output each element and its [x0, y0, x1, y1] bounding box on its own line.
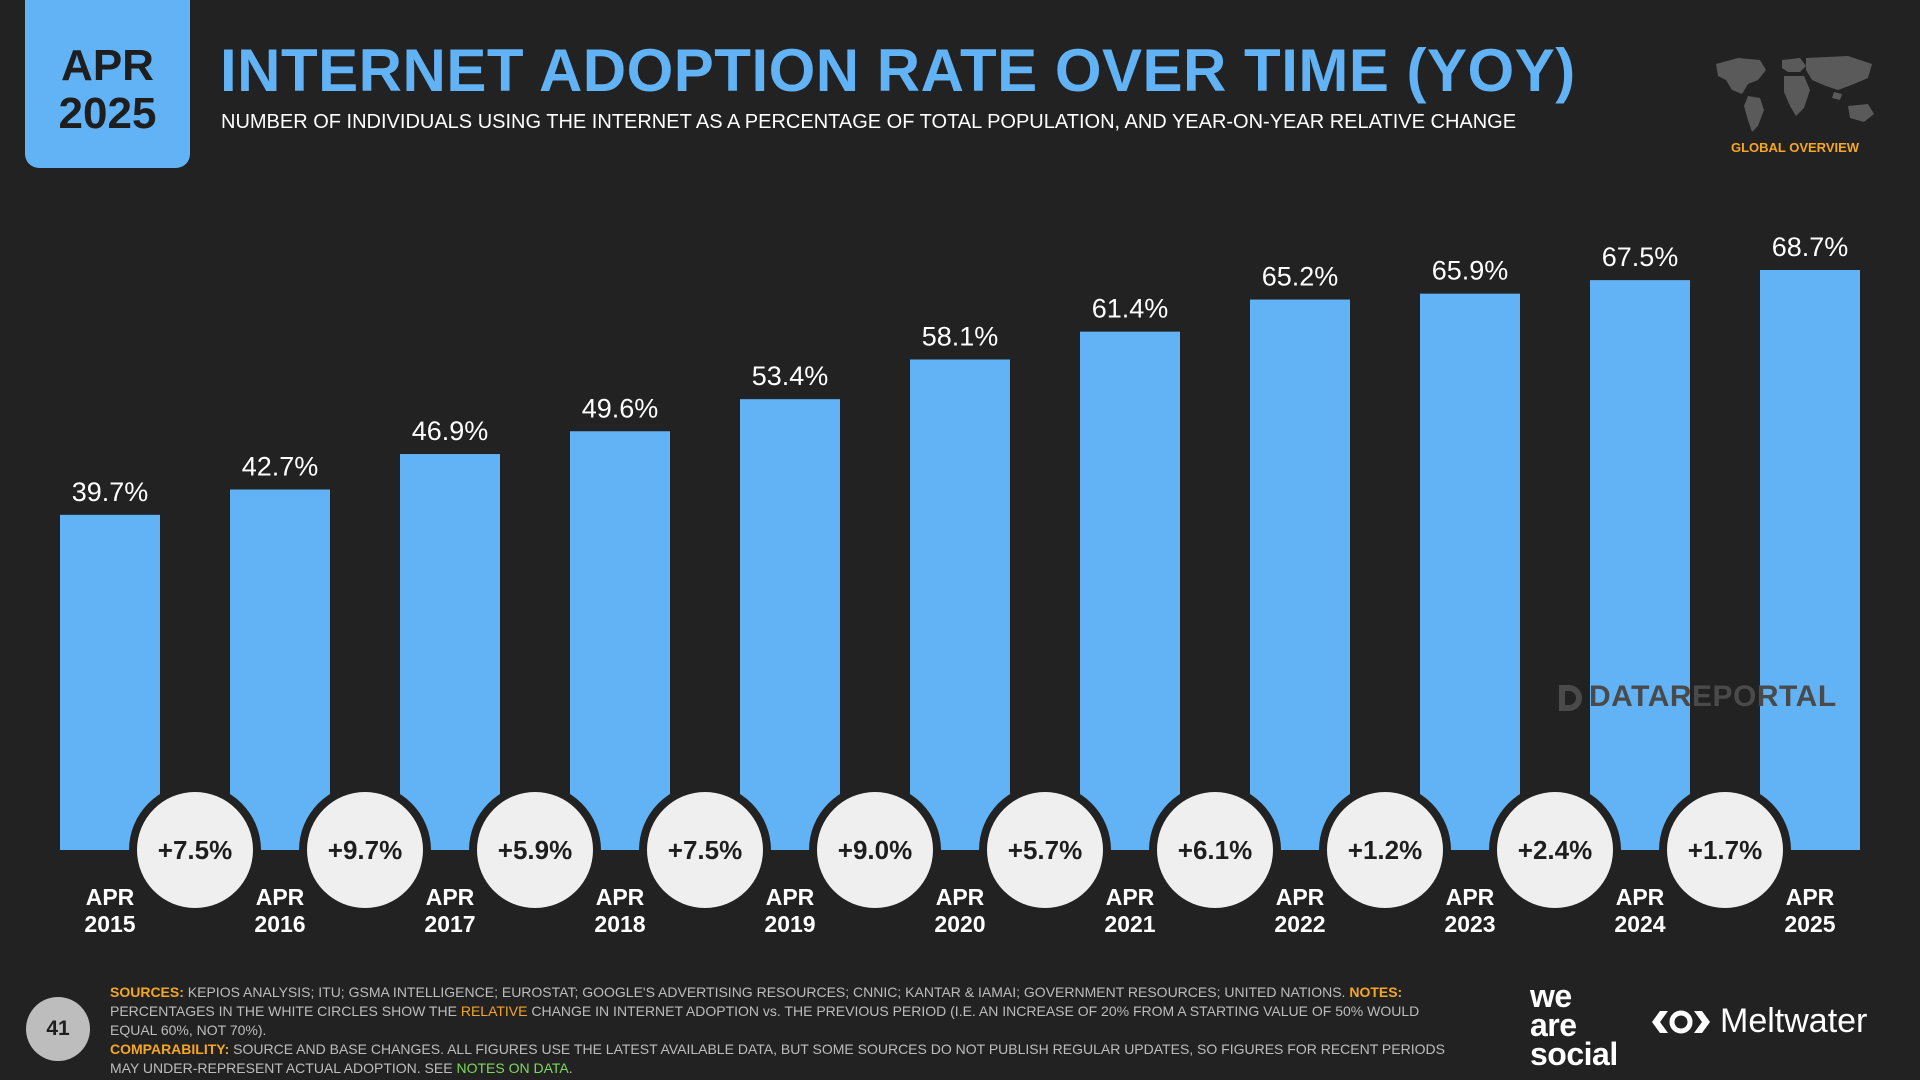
meltwater-logo-icon [1652, 1010, 1710, 1033]
datareportal-logo-icon [1559, 685, 1582, 712]
yoy-circle-5 [817, 792, 933, 908]
bar-8 [1250, 299, 1350, 850]
bar-value-label-8: 65.2% [1262, 262, 1339, 292]
yoy-circle-4 [647, 792, 763, 908]
footnote-notes-text-1: PERCENTAGES IN THE WHITE CIRCLES SHOW TH… [110, 1003, 461, 1019]
x-axis-label-year-1: 2015 [84, 911, 135, 937]
footnote-sources-key: SOURCES: [110, 984, 184, 1000]
yoy-circle-1 [137, 792, 253, 908]
bar-7 [1080, 331, 1180, 851]
bar-5 [740, 399, 840, 850]
yoy-circle-3 [477, 792, 593, 908]
x-axis-label-year-2: 2016 [254, 911, 305, 937]
x-axis-label-year-7: 2021 [1104, 911, 1155, 937]
x-axis-label-year-6: 2020 [934, 911, 985, 937]
yoy-change-label-6: +5.7% [1008, 835, 1082, 865]
world-map-icon [1716, 56, 1874, 132]
x-axis-label-month-7: APR [1106, 884, 1155, 910]
x-axis-label-year-8: 2022 [1274, 911, 1325, 937]
bar-value-label-6: 58.1% [922, 321, 999, 351]
watermark-text: DATAREPORTAL [1589, 680, 1837, 713]
bar-value-label-7: 61.4% [1092, 294, 1169, 324]
yoy-circle-6 [987, 792, 1103, 908]
bar-11 [1760, 270, 1860, 850]
yoy-change-label-9: +2.4% [1518, 835, 1592, 865]
yoy-circle-7 [1157, 792, 1273, 908]
bar-value-label-11: 68.7% [1772, 232, 1849, 262]
x-axis-label-year-3: 2017 [424, 911, 475, 937]
footnote-comparability-text: SOURCE AND BASE CHANGES. ALL FIGURES USE… [110, 1041, 1445, 1076]
x-axis-label-year-11: 2025 [1784, 911, 1835, 937]
bar-value-label-1: 39.7% [72, 477, 149, 507]
x-axis-label-year-9: 2023 [1444, 911, 1495, 937]
yoy-circle-10 [1667, 792, 1783, 908]
meltwater-logo: Meltwater [1650, 1002, 1867, 1041]
footnote-comparability-key: COMPARABILITY: [110, 1041, 230, 1057]
bar-10 [1590, 280, 1690, 851]
x-axis-label-month-10: APR [1616, 884, 1665, 910]
page-title: INTERNET ADOPTION RATE OVER TIME (YOY) [220, 37, 1576, 104]
footnote-end: . [568, 1060, 573, 1076]
x-axis-label-month-9: APR [1446, 884, 1495, 910]
we-are-social-text: we are social [1530, 978, 1618, 1072]
date-badge-year: 2025 [58, 89, 157, 138]
bar-3 [400, 454, 500, 850]
datareportal-watermark: DATAREPORTAL [1555, 680, 1837, 715]
x-axis-label-year-4: 2018 [594, 911, 645, 937]
x-axis-label-month-6: APR [936, 884, 985, 910]
yoy-change-label-4: +7.5% [668, 835, 742, 865]
yoy-change-label-1: +7.5% [158, 835, 232, 865]
x-axis-label-month-4: APR [596, 884, 645, 910]
yoy-circle-8 [1327, 792, 1443, 908]
page-number: 41 [26, 997, 90, 1061]
x-axis-label-month-8: APR [1276, 884, 1325, 910]
x-axis-label-month-11: APR [1786, 884, 1835, 910]
section-label: GLOBAL OVERVIEW [1730, 140, 1860, 155]
x-axis-label-month-1: APR [86, 884, 135, 910]
bar-4 [570, 431, 670, 850]
footnote: SOURCES: KEPIOS ANALYSIS; ITU; GSMA INTE… [110, 983, 1460, 1078]
footnote-sources-text: KEPIOS ANALYSIS; ITU; GSMA INTELLIGENCE;… [183, 984, 1350, 1000]
yoy-change-label-5: +9.0% [838, 835, 912, 865]
bar-chart: 39.7% 42.7% 46.9% 49.6% 53.4% 58.1% 61.4% 65.2%… [60, 232, 1860, 937]
page-subtitle: NUMBER OF INDIVIDUALS USING THE INTERNET… [221, 111, 1517, 133]
yoy-change-label-8: +1.2% [1348, 835, 1422, 865]
bar-value-label-9: 65.9% [1432, 256, 1509, 286]
yoy-change-label-7: +6.1% [1178, 835, 1252, 865]
bar-1 [60, 514, 160, 850]
date-badge-month: APR [61, 41, 154, 90]
footnote-notes-text-2: CHANGE IN INTERNET ADOPTION vs. THE PREV… [110, 1003, 1420, 1038]
yoy-circle-9 [1497, 792, 1613, 908]
x-axis-label-month-5: APR [766, 884, 815, 910]
footnote-notes-highlight: RELATIVE [460, 1003, 528, 1019]
x-axis-label-year-5: 2019 [764, 911, 815, 937]
x-axis-label-year-10: 2024 [1614, 911, 1665, 937]
x-axis-label-month-2: APR [256, 884, 305, 910]
yoy-change-label-10: +1.7% [1688, 835, 1762, 865]
x-axis-label-month-3: APR [426, 884, 475, 910]
bar-value-label-3: 46.9% [412, 416, 489, 446]
yoy-change-label-3: +5.9% [498, 835, 572, 865]
bar-9 [1420, 293, 1520, 850]
we-are-social-logo: we are social [1530, 978, 1640, 1072]
notes-on-data-link[interactable]: NOTES ON DATA [456, 1060, 569, 1076]
yoy-circle-2 [307, 792, 423, 908]
bar-2 [230, 489, 330, 850]
date-badge: APR 2025 [25, 0, 190, 168]
meltwater-text: Meltwater [1720, 1002, 1868, 1040]
bar-value-label-4: 49.6% [582, 393, 659, 423]
bar-6 [910, 359, 1010, 850]
bar-value-label-2: 42.7% [242, 452, 319, 482]
footnote-notes-key: NOTES: [1349, 984, 1403, 1000]
yoy-change-label-2: +9.7% [328, 835, 402, 865]
bar-value-label-5: 53.4% [752, 361, 829, 391]
bar-value-label-10: 67.5% [1602, 242, 1679, 272]
